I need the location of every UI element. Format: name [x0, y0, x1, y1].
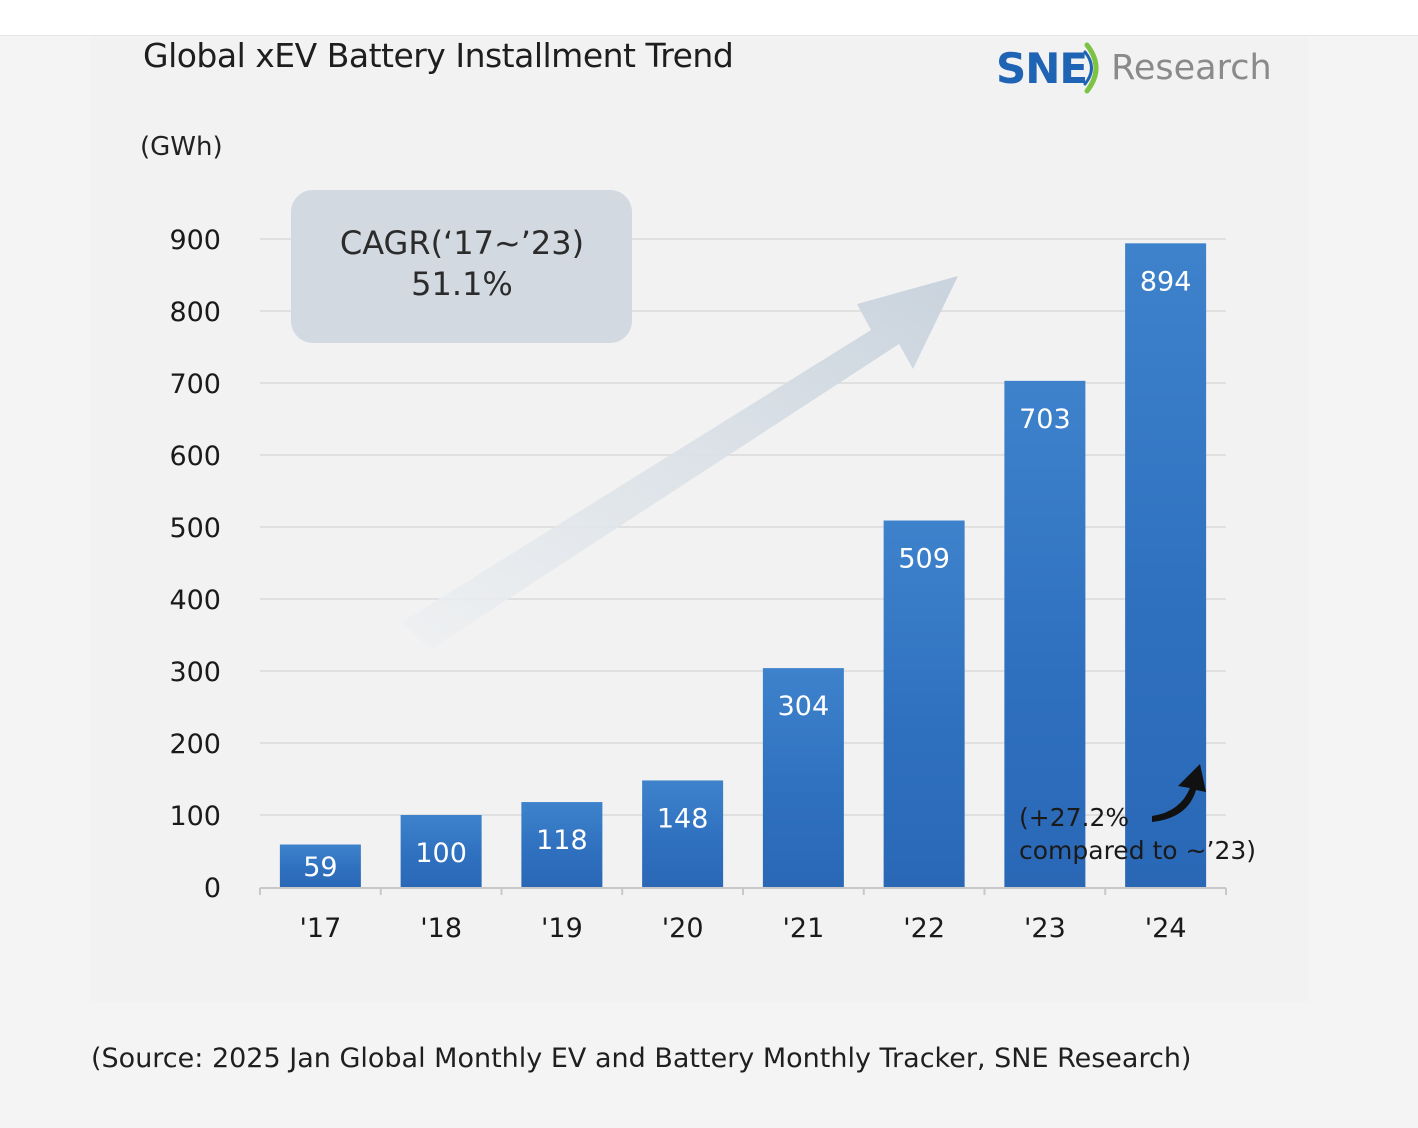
logo-arc-icon [1083, 42, 1099, 94]
top-strip [0, 0, 1418, 36]
bar [279, 844, 361, 887]
y-tick-label: 200 [169, 729, 221, 760]
y-axis-unit-label: (GWh) [140, 132, 223, 162]
x-tick-label: '23 [1024, 913, 1066, 944]
growth-label-line1: (+27.2% [1019, 803, 1129, 832]
bar [1004, 380, 1086, 887]
y-tick-label: 0 [204, 873, 221, 904]
bar [521, 802, 603, 887]
trend-arrow-icon [402, 276, 958, 650]
y-tick-label: 800 [169, 297, 221, 328]
bar-value-label: 100 [415, 838, 467, 869]
y-tick-label: 100 [169, 801, 221, 832]
bar-value-label: 304 [778, 691, 830, 722]
x-tick-label: '21 [782, 913, 824, 944]
bar [400, 815, 482, 887]
bar-value-label: 148 [657, 803, 709, 834]
bar-value-label: 118 [536, 825, 588, 856]
x-tick-label: '24 [1145, 913, 1187, 944]
bar [883, 520, 965, 887]
bar [762, 668, 844, 887]
x-tick-label: '20 [662, 913, 704, 944]
x-tick-label: '22 [903, 913, 945, 944]
growth-arrow-icon [1152, 764, 1206, 822]
bar-value-label: 894 [1140, 266, 1192, 297]
logo-brand: SNE [996, 43, 1088, 93]
cagr-label: CAGR(‘17~’23) [340, 224, 584, 262]
cagr-value: 51.1% [411, 265, 513, 303]
bar-value-label: 59 [303, 852, 337, 883]
bar-value-label: 703 [1019, 404, 1071, 435]
x-tick-label: '18 [420, 913, 462, 944]
y-tick-label: 400 [169, 585, 221, 616]
growth-label-line2: compared to ~’23) [1019, 836, 1256, 865]
logo-suffix: Research [1111, 48, 1272, 88]
cagr-callout-box [291, 190, 632, 343]
sne-research-logo: SNE Research [996, 38, 1272, 98]
y-tick-label: 600 [169, 441, 221, 472]
bar [642, 780, 724, 887]
x-tick-label: '19 [541, 913, 583, 944]
chart-title: Global xEV Battery Installment Trend [143, 36, 734, 75]
source-caption: (Source: 2025 Jan Global Monthly EV and … [91, 1043, 1192, 1074]
y-tick-label: 300 [169, 657, 221, 688]
y-tick-label: 700 [169, 369, 221, 400]
y-tick-label: 500 [169, 513, 221, 544]
bar-value-label: 509 [898, 544, 950, 575]
x-tick-label: '17 [299, 913, 341, 944]
y-tick-label: 900 [169, 225, 221, 256]
